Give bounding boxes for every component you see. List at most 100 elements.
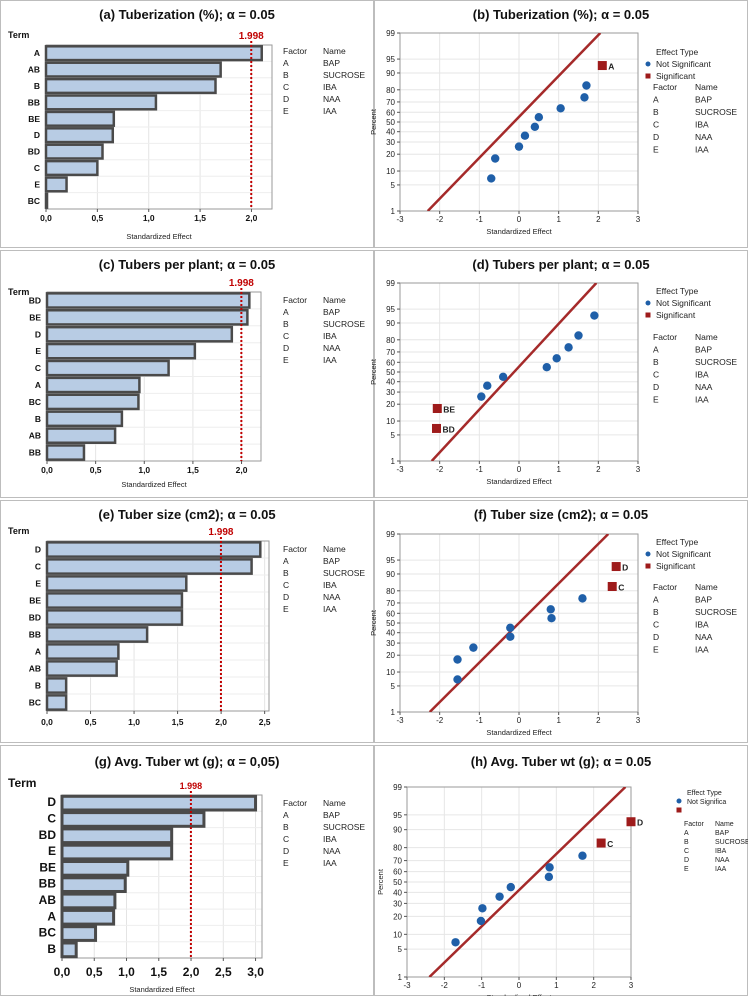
bar-label-BD: BD	[39, 828, 57, 842]
y-tick-label: 70	[386, 599, 395, 608]
x-tick-label: 1,0	[138, 465, 150, 475]
x-tick-label: 1,5	[150, 965, 167, 979]
x-tick-label: 0,0	[41, 717, 53, 727]
pareto-c-legend-factor-header: Factor	[283, 295, 307, 305]
bar-BC	[60, 925, 98, 942]
bar-AB	[44, 61, 222, 78]
pareto-e-legend-factor-E: E	[283, 604, 289, 614]
y-tick-label: 95	[386, 55, 395, 64]
normal-d-legend-name-header: Name	[695, 332, 718, 342]
legend-not-significant-marker	[645, 61, 651, 67]
y-tick-label: 95	[386, 556, 395, 565]
y-tick-label: 10	[386, 167, 395, 176]
bar-D	[45, 325, 234, 343]
normal-b-legend-name-A: BAP	[695, 95, 712, 105]
panel-f-title: (f) Tuber size (cm2); α = 0.05	[474, 507, 648, 522]
x-tick-label: -2	[441, 981, 449, 990]
x-tick-label: 0,0	[54, 965, 71, 979]
x-axis-label: Standardized Effect	[126, 232, 192, 241]
y-tick-label: 90	[386, 319, 395, 328]
normal-d-legend-factor-header: Factor	[653, 332, 677, 342]
y-tick-label: 50	[386, 619, 395, 628]
x-tick-label: -1	[478, 981, 486, 990]
y-tick-label: 20	[386, 150, 395, 159]
pareto-a-legend-factor-E: E	[283, 106, 289, 116]
point-not-significant	[578, 851, 587, 860]
bar-label-AB: AB	[29, 431, 41, 441]
x-tick-label: -1	[476, 465, 484, 474]
fit-line	[426, 33, 602, 211]
bar-A	[45, 376, 141, 394]
y-tick-label: 40	[386, 629, 395, 638]
normal-f-legend-name-B: SUCROSE	[695, 607, 737, 617]
y-tick-label: 70	[386, 348, 395, 357]
term-header: Term	[8, 526, 29, 536]
panel-e-title: (e) Tuber size (cm2); α = 0.05	[98, 507, 275, 522]
bar-label-A: A	[35, 647, 41, 657]
y-tick-label: 99	[386, 29, 395, 38]
legend-effect-type-title: Effect Type	[656, 286, 698, 296]
legend-not-significant-label: Not Significa	[687, 799, 726, 806]
point-label-C: C	[607, 839, 613, 849]
y-tick-label: 5	[391, 181, 396, 190]
bar-BB	[45, 444, 86, 461]
reference-label: 1.998	[180, 781, 203, 791]
normal-f-legend-name-A: BAP	[695, 595, 712, 605]
pareto-a-legend-factor-B: B	[283, 70, 289, 80]
point-not-significant	[574, 331, 583, 340]
plot-area	[45, 44, 273, 210]
y-tick-label: 50	[393, 878, 402, 887]
point-not-significant	[495, 892, 504, 901]
x-tick-label: 3	[636, 716, 641, 725]
panel-c: (c) Tubers per plant; α = 0.05	[0, 250, 374, 498]
pareto-e-legend-factor-B: B	[283, 568, 289, 578]
x-tick-label: 2,5	[259, 717, 271, 727]
bar-B	[45, 410, 124, 428]
pareto-g-legend-factor-A: A	[283, 810, 289, 820]
x-tick-label: 1,5	[194, 213, 206, 223]
x-tick-label: 3	[629, 981, 634, 990]
y-tick-label: 1	[398, 973, 403, 982]
legend-not-significant-label: Not Significant	[656, 59, 711, 69]
y-tick-label: 99	[393, 783, 402, 792]
point-not-significant	[547, 613, 556, 623]
normal-h-legend-name-A: BAP	[715, 830, 729, 837]
bar-BD	[60, 827, 174, 845]
x-tick-label: 3,0	[247, 965, 264, 979]
x-tick-label: -1	[476, 215, 484, 224]
y-tick-label: 1	[391, 207, 396, 216]
y-tick-label: 10	[386, 668, 395, 677]
bar-A	[45, 643, 120, 660]
pareto-g-legend-factor-C: C	[283, 834, 289, 844]
bar-B	[60, 941, 78, 959]
pareto-c-legend-name-header: Name	[323, 295, 346, 305]
bar-C	[45, 359, 170, 377]
y-tick-label: 1	[391, 708, 396, 717]
legend-effect-type-title: Effect Type	[656, 537, 698, 547]
y-tick-label: 70	[386, 98, 395, 107]
bar-BE	[45, 309, 249, 326]
y-tick-label: 1	[391, 457, 396, 466]
y-tick-label: 80	[386, 336, 395, 345]
y-tick-label: 80	[386, 587, 395, 596]
x-tick-label: 2	[596, 716, 601, 725]
bar-label-BC: BC	[29, 698, 41, 708]
x-tick-label: -2	[436, 716, 444, 725]
x-tick-label: 2,0	[246, 213, 258, 223]
panel-e-frame	[0, 500, 374, 743]
point-significant	[597, 61, 607, 71]
bar-label-C: C	[47, 811, 56, 825]
pareto-g-legend-factor-E: E	[283, 858, 289, 868]
panel-c-frame	[0, 250, 374, 498]
pareto-e-legend-name-C: IBA	[323, 580, 337, 590]
y-tick-label: 30	[386, 138, 395, 147]
point-not-significant	[506, 632, 515, 641]
legend-significant-marker	[645, 73, 651, 79]
y-tick-label: 95	[393, 811, 402, 820]
legend-significant-label: Significant	[656, 71, 696, 81]
pareto-c-legend-name-A: BAP	[323, 307, 340, 317]
bar-label-BD: BD	[29, 295, 41, 305]
